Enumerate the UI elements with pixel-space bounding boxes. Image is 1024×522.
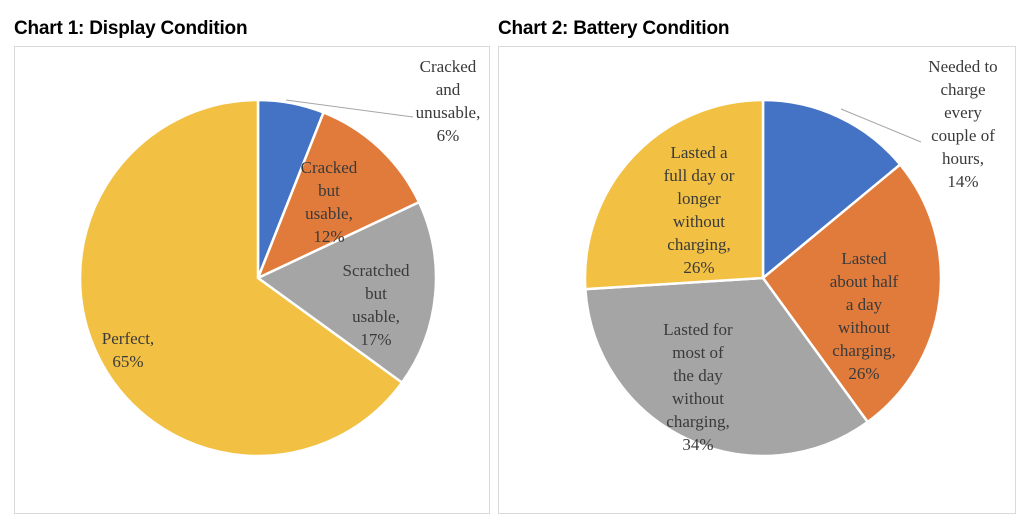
chart-1-data-label-2: Cracked but usable, 12%: [301, 158, 358, 246]
chart-1-data-label-1: Cracked and unusable, 6%: [416, 57, 481, 145]
chart-1-slice-4: [78, 98, 404, 458]
chart-2-data-label-4: Lasted a full day or longer without charging…: [664, 143, 735, 277]
chart-2-data-label-2: Lasted about half a day without charging, 26%: [830, 249, 899, 383]
chart-1-title: Chart 1: Display Condition: [14, 18, 248, 39]
chart-2-slice-2: [761, 162, 943, 424]
chart-1-slice-2: [255, 110, 421, 281]
chart-2-leader-line-1: [840, 108, 922, 143]
chart-2-title: Chart 2: Battery Condition: [498, 18, 730, 39]
chart-2-slice-1: [761, 98, 902, 281]
chart-1-pie: Cracked and unusable, 6% Cracked but usable, 12…: [78, 57, 481, 458]
chart-1-data-label-4: Perfect, 65%: [102, 329, 154, 371]
chart-1-leader-line-1: [285, 99, 414, 118]
chart-2-area: Needed to charge every couple of hours, 14% La…: [498, 46, 1016, 514]
chart-2-slice-4: [583, 98, 765, 291]
chart-2-data-label-1: Needed to charge every couple of hours, 14%: [928, 57, 997, 191]
chart-2-pie: Needed to charge every couple of hours, 14% La…: [583, 57, 998, 458]
chart-1-area: Cracked and unusable, 6% Cracked but usable, 12…: [14, 46, 490, 514]
chart-1-slice-3: [255, 200, 438, 385]
chart-1-data-label-3: Scratched but usable, 17%: [342, 261, 410, 349]
chart-2-data-label-3: Lasted for most of the day without charging,…: [663, 320, 733, 454]
chart-2-slice-3: [584, 276, 870, 458]
